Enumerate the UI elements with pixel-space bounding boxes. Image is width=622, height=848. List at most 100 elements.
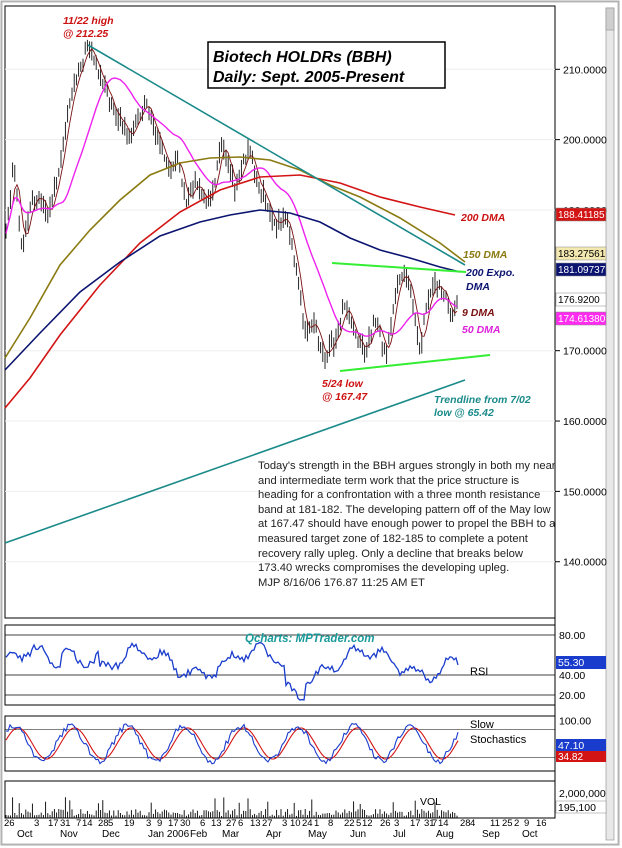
ma50-line	[5, 77, 458, 337]
rsi-line	[5, 641, 459, 701]
x-day-tick: 9	[157, 818, 162, 829]
watermark: Qcharts: MPTrader.com	[245, 633, 375, 645]
x-day-tick: 28	[98, 818, 109, 829]
x-day-tick: 5	[356, 818, 361, 829]
stoch-label-line2: Stochastics	[470, 734, 527, 746]
x-day-tick: 27	[262, 818, 273, 829]
x-day-tick: 30	[180, 818, 191, 829]
low-annotation-line1: 5/24 low	[322, 378, 364, 390]
x-day-tick: 22	[344, 818, 355, 829]
price-badge	[555, 207, 607, 222]
stoch-tick-label: 100.00	[559, 716, 591, 728]
stoch-badge-k-label: 47.10	[558, 740, 584, 752]
price-tick-label: 170.0000	[563, 346, 607, 358]
x-month-label: Mar	[222, 829, 240, 840]
x-day-tick: 17	[48, 818, 59, 829]
x-month-label: Jun	[350, 829, 366, 840]
x-day-tick: 3	[34, 818, 39, 829]
x-month-label: Feb	[190, 829, 208, 840]
stoch-badge-d	[556, 751, 606, 762]
series-label: DMA	[466, 281, 490, 293]
x-day-tick: 3	[146, 818, 151, 829]
commentary-block: Today's strength in the BBH argues stron…	[258, 459, 558, 590]
rsi-tick-label: 20.00	[559, 690, 585, 702]
high-annotation-line1: 11/22 high	[63, 15, 114, 27]
stoch-badge-k	[556, 739, 606, 751]
x-day-tick: 17	[410, 818, 421, 829]
x-day-tick: 17	[168, 818, 179, 829]
stoch-d-line	[5, 727, 459, 760]
price-tick-label: 160.0000	[563, 416, 607, 428]
support-band-line	[339, 354, 491, 372]
x-day-tick: 6	[200, 818, 205, 829]
x-day-tick: 3	[282, 818, 287, 829]
x-day-tick: 7	[432, 818, 437, 829]
trendline-annotation-line2: low @ 65.42	[434, 407, 494, 419]
low-annotation-line2: @ 167.47	[322, 391, 368, 403]
ma150-line	[4, 156, 466, 359]
x-month-label: Oct	[522, 829, 538, 840]
high-annotation-line2: @ 212.25	[63, 28, 108, 40]
x-day-tick: 2	[514, 818, 519, 829]
stoch-badge-d-label: 34.82	[558, 752, 583, 763]
series-label: 9 DMA	[462, 307, 495, 319]
rsi-badge-label: 55.30	[558, 657, 584, 669]
stoch-k-line	[5, 722, 459, 765]
price-badge-label: 176.9200	[558, 295, 600, 306]
vol-badge	[555, 800, 607, 814]
x-day-tick: 26	[380, 818, 391, 829]
x-month-label: Dec	[102, 829, 120, 840]
x-day-tick: 8	[328, 818, 333, 829]
x-day-tick: 9	[524, 818, 529, 829]
x-month-label: Aug	[436, 829, 454, 840]
x-day-tick: 7	[76, 818, 81, 829]
downtrend-line	[87, 44, 466, 266]
price-badge-label: 181.09737	[558, 265, 606, 276]
x-day-tick: 26	[4, 818, 15, 829]
price-tick-label: 200.0000	[563, 135, 607, 147]
x-day-tick: 24	[302, 818, 313, 829]
rsi-label: RSI	[470, 666, 488, 678]
vertical-scrollbar[interactable]	[605, 7, 615, 841]
price-badge	[555, 311, 607, 326]
x-day-tick: 14	[438, 818, 449, 829]
series-label: 200 DMA	[460, 212, 505, 224]
x-day-tick: 11	[490, 818, 500, 829]
long-term-trendline	[4, 379, 466, 544]
commentary-text: Today's strength in the BBH argues stron…	[258, 460, 556, 575]
x-day-tick: 4	[470, 818, 475, 829]
x-month-label: Oct	[17, 829, 33, 840]
price-tick-label: 150.0000	[563, 486, 607, 498]
series-label: 50 DMA	[462, 324, 501, 336]
x-month-label: Nov	[60, 829, 78, 840]
price-badge-label: 174.61380	[558, 314, 606, 325]
vol-tick-label: 2,000,000	[559, 788, 606, 800]
stoch-label-line1: Slow	[470, 719, 494, 731]
x-day-tick: 19	[124, 818, 135, 829]
x-day-tick: 13	[250, 818, 261, 829]
price-badge-label: 183.27561	[558, 249, 606, 260]
x-day-tick: 31	[424, 818, 435, 829]
x-day-tick: 12	[362, 818, 373, 829]
ema200-line	[4, 209, 461, 371]
scrollbar-thumb[interactable]	[605, 7, 615, 31]
x-day-tick: 14	[82, 818, 93, 829]
x-day-tick: 1	[314, 818, 319, 829]
trendline-annotation-line1: Trendline from 7/02	[434, 394, 531, 406]
resistance-band-line	[331, 262, 467, 273]
rsi-tick-label: 40.00	[559, 670, 585, 682]
series-label: 150 DMA	[463, 249, 507, 261]
chart-title: Biotech HOLDRs (BBH)	[213, 49, 392, 66]
x-day-tick: 27	[226, 818, 237, 829]
x-day-tick: 3	[394, 818, 399, 829]
x-day-tick: 6	[238, 818, 243, 829]
price-tick-label: 210.0000	[563, 64, 607, 76]
stoch-panel	[4, 715, 556, 772]
rsi-tick-label: 80.00	[559, 630, 585, 642]
price-badge	[555, 292, 607, 307]
volume-panel	[4, 780, 556, 819]
x-day-tick: 5	[108, 818, 113, 829]
price-badge	[555, 262, 607, 277]
